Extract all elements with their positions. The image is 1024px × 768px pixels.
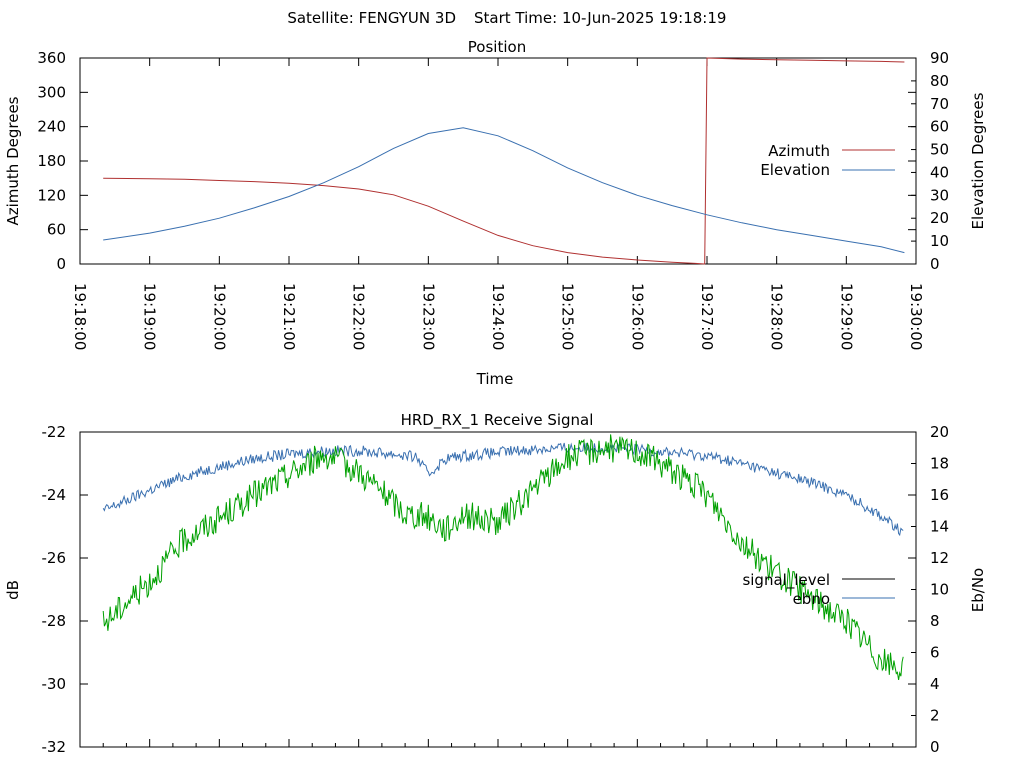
x-tick-label: 19:29:00	[837, 283, 855, 350]
start-time: Start Time: 10-Jun-2025 19:18:19	[474, 9, 726, 27]
y2-tick-label: 40	[930, 163, 949, 181]
y2-tick-label: 60	[930, 118, 949, 136]
x-tick-label: 19:23:00	[419, 283, 437, 350]
y2-tick-label: 12	[930, 549, 949, 567]
y2-tick-label: 6	[930, 644, 940, 662]
y2-tick-label: 50	[930, 141, 949, 159]
y2-tick-label: 0	[930, 738, 940, 756]
series-line-Elevation	[103, 127, 905, 254]
x-tick-label: 19:25:00	[559, 283, 577, 350]
y-tick-label: -22	[42, 423, 67, 441]
position-x-axis-label: Time	[476, 370, 514, 388]
y-tick-label: 120	[37, 186, 66, 204]
y-tick-label: 180	[37, 152, 66, 170]
position-time-axis: 19:18:00 19:19:00 19:20:00 19:21:00 19:22:00…	[71, 58, 925, 350]
y2-tick-label: 0	[930, 255, 940, 273]
y2-tick-label: 70	[930, 95, 949, 113]
y2-tick-label: 14	[930, 518, 949, 536]
x-tick-label: 19:19:00	[141, 283, 159, 350]
receive-db-axis: -32 -30 -28 -26 -24 -22	[42, 423, 916, 756]
series-line-ebno	[102, 441, 904, 537]
y2-tick-label: 16	[930, 486, 949, 504]
receive-signal-chart: HRD_RX_1 Receive Signal -32-30-28-26-24-…	[4, 411, 987, 756]
x-tick-label: 19:30:00	[907, 283, 925, 350]
y-tick-label: -32	[42, 738, 67, 756]
y-tick-label: 60	[47, 221, 66, 239]
x-tick-label: 19:21:00	[280, 283, 298, 350]
series-line-Azimuth	[103, 57, 905, 265]
y-tick-label: 300	[37, 83, 66, 101]
satellite-name: Satellite: FENGYUN 3D	[287, 9, 456, 27]
position-series	[103, 57, 905, 265]
y2-tick-label: 20	[930, 423, 949, 441]
receive-series	[102, 434, 904, 680]
y-tick-label: -24	[42, 486, 67, 504]
x-tick-label: 19:26:00	[628, 283, 646, 350]
position-elevation-axis: 0 10 20 30 40 50 60 70 80 90	[911, 49, 949, 273]
series-line-trace-2	[102, 434, 904, 680]
receive-y-axis-label: dB	[4, 580, 22, 600]
position-chart-title: Position	[468, 38, 526, 56]
y-tick-label: -26	[42, 549, 67, 567]
y2-tick-label: 90	[930, 49, 949, 67]
receive-chart-title: HRD_RX_1 Receive Signal	[401, 411, 594, 430]
y2-tick-label: 4	[930, 675, 940, 693]
y2-tick-label: 18	[930, 455, 949, 473]
x-tick-label: 19:24:00	[489, 283, 507, 350]
y2-tick-label: 80	[930, 72, 949, 90]
x-tick-label: 19:20:00	[210, 283, 228, 350]
position-y-axis-label: Azimuth Degrees	[4, 96, 22, 225]
y2-tick-label: 8	[930, 612, 940, 630]
y2-tick-label: 30	[930, 186, 949, 204]
receive-time-axis	[79, 739, 917, 747]
y2-tick-label: 20	[930, 209, 949, 227]
legend-label-ebno: ebno	[793, 590, 830, 608]
position-chart: Position 0 60 120 180 240 300 360 0 10 20 30 40 50 6…	[4, 38, 987, 388]
x-tick-label: 19:28:00	[768, 283, 786, 350]
legend-label-signal-level: signal_level	[742, 571, 830, 590]
y-tick-label: 360	[37, 49, 66, 67]
y-tick-label: 240	[37, 118, 66, 136]
receive-legend: signal_level ebno	[742, 571, 895, 608]
position-azimuth-axis: 0 60 120 180 240 300 360	[37, 49, 916, 273]
y2-tick-label: 10	[930, 232, 949, 250]
receive-y2-axis-label: Eb/No	[969, 568, 987, 612]
x-tick-label: 19:22:00	[350, 283, 368, 350]
legend-label-azimuth: Azimuth	[768, 142, 830, 160]
position-y2-axis-label: Elevation Degrees	[969, 92, 987, 229]
y2-tick-label: 10	[930, 581, 949, 599]
y-tick-label: -28	[42, 612, 67, 630]
x-tick-label: 19:27:00	[698, 283, 716, 350]
x-tick-label: 19:18:00	[71, 283, 89, 350]
position-legend: Azimuth Elevation	[760, 142, 895, 179]
y2-tick-label: 2	[930, 707, 940, 725]
legend-label-elevation: Elevation	[760, 161, 830, 179]
y-tick-label: 0	[56, 255, 66, 273]
receive-ebno-axis: 0 2 4 6 8 10 12 14 16 18 20	[911, 423, 949, 756]
y-tick-label: -30	[42, 675, 67, 693]
